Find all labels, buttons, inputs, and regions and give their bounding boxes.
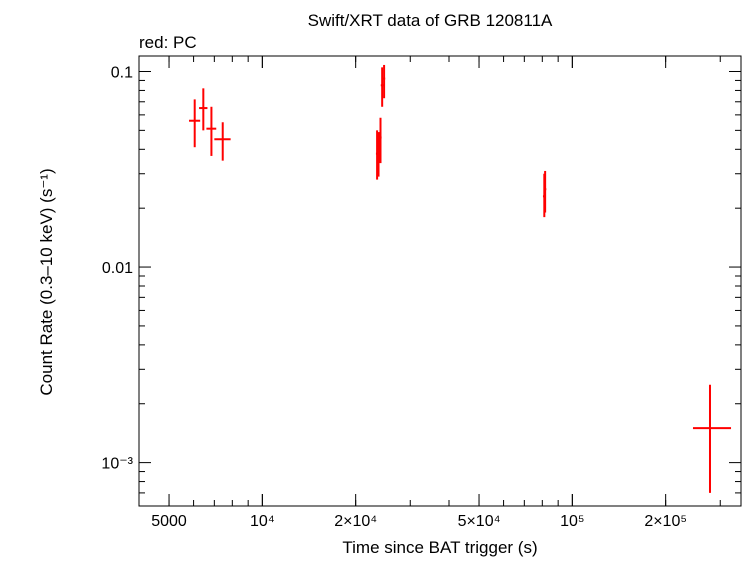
plot-frame (138, 55, 742, 507)
x-tick-label: 5×10⁴ (458, 513, 501, 530)
axis-ticks: 5000 10⁴ 2×10⁴ 5×10⁴ 10⁵ 2×10⁵ 0.1 0.01 10⁻³ (101, 56, 741, 530)
data-point (377, 132, 380, 177)
chart-title: Swift/XRT data of GRB 120811A (308, 11, 553, 30)
data-point (692, 384, 732, 493)
data-points (189, 64, 732, 493)
x-axis-label: Time since BAT trigger (s) (342, 538, 537, 557)
data-point (199, 88, 208, 131)
y-axis-label: Count Rate (0.3–10 keV) (s⁻¹) (37, 168, 56, 395)
data-point (189, 99, 201, 148)
y-tick-label: 10⁻³ (101, 456, 133, 473)
y-tick-label: 0.1 (111, 64, 133, 81)
x-tick-label: 10⁵ (560, 513, 584, 530)
y-tick-label: 0.01 (102, 260, 133, 277)
chart-subtitle: red: PC (139, 33, 197, 52)
data-point (379, 117, 382, 164)
x-tick-label: 10⁴ (250, 513, 275, 530)
data-point (382, 64, 386, 99)
data-point (543, 170, 547, 213)
x-tick-label: 5000 (151, 513, 187, 530)
data-point (380, 67, 384, 107)
data-point (214, 122, 231, 161)
x-tick-label: 2×10⁵ (644, 513, 687, 530)
data-point (206, 106, 217, 156)
x-tick-label: 2×10⁴ (334, 513, 377, 530)
